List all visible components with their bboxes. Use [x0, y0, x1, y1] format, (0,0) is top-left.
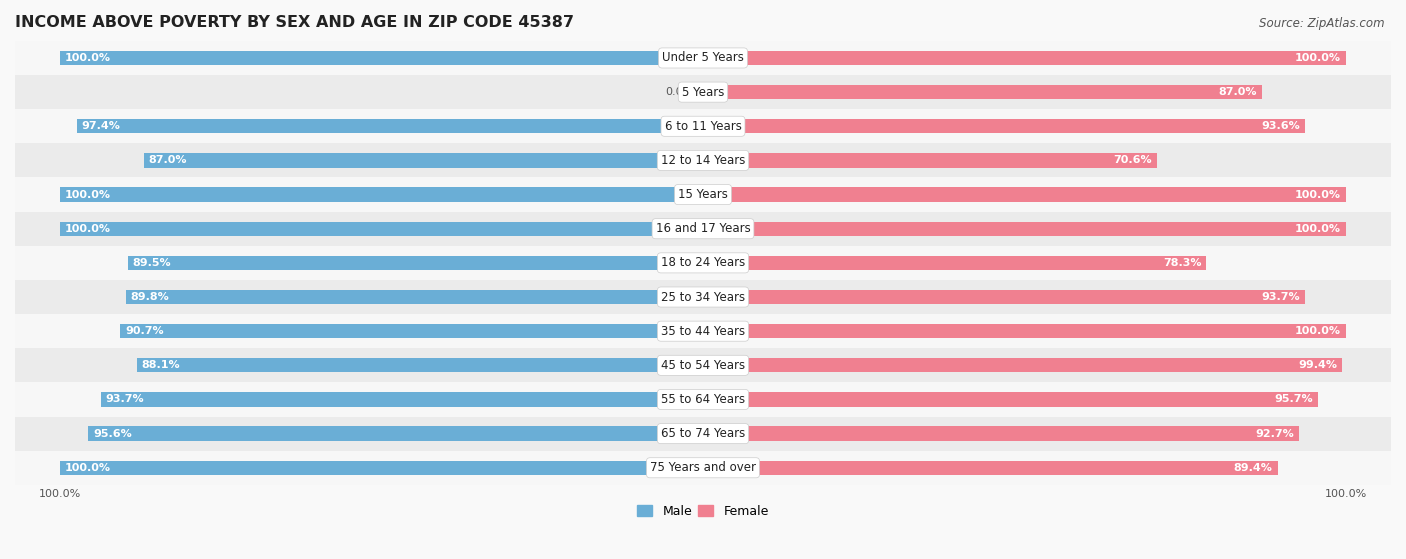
- Text: 75 Years and over: 75 Years and over: [650, 461, 756, 474]
- Text: 5 Years: 5 Years: [682, 86, 724, 98]
- Bar: [15, 314, 1391, 348]
- Text: 25 to 34 Years: 25 to 34 Years: [661, 291, 745, 304]
- Bar: [15, 246, 1391, 280]
- Text: 95.7%: 95.7%: [1275, 395, 1313, 405]
- Bar: [136, 358, 703, 372]
- Bar: [703, 290, 1306, 304]
- Bar: [77, 119, 703, 134]
- Text: 89.5%: 89.5%: [132, 258, 172, 268]
- Text: 100.0%: 100.0%: [1295, 224, 1341, 234]
- Bar: [703, 119, 1305, 134]
- Bar: [60, 187, 703, 202]
- Text: 100.0%: 100.0%: [65, 53, 111, 63]
- Bar: [15, 143, 1391, 178]
- Text: 12 to 14 Years: 12 to 14 Years: [661, 154, 745, 167]
- Text: 93.7%: 93.7%: [105, 395, 145, 405]
- Text: 100.0%: 100.0%: [1295, 190, 1341, 200]
- Text: 55 to 64 Years: 55 to 64 Years: [661, 393, 745, 406]
- Bar: [703, 51, 1346, 65]
- Bar: [15, 75, 1391, 109]
- Bar: [703, 427, 1299, 441]
- Text: 65 to 74 Years: 65 to 74 Years: [661, 427, 745, 440]
- Legend: Male, Female: Male, Female: [633, 500, 773, 523]
- Bar: [703, 85, 1263, 100]
- Text: Under 5 Years: Under 5 Years: [662, 51, 744, 64]
- Bar: [15, 348, 1391, 382]
- Text: 95.6%: 95.6%: [93, 429, 132, 439]
- Text: 100.0%: 100.0%: [1295, 326, 1341, 336]
- Bar: [703, 153, 1157, 168]
- Text: 16 and 17 Years: 16 and 17 Years: [655, 222, 751, 235]
- Bar: [15, 212, 1391, 246]
- Text: 92.7%: 92.7%: [1256, 429, 1294, 439]
- Bar: [703, 187, 1346, 202]
- Bar: [120, 324, 703, 338]
- Text: 6 to 11 Years: 6 to 11 Years: [665, 120, 741, 133]
- Bar: [15, 451, 1391, 485]
- Text: 100.0%: 100.0%: [65, 463, 111, 473]
- Text: 93.6%: 93.6%: [1261, 121, 1299, 131]
- Text: 97.4%: 97.4%: [82, 121, 121, 131]
- Bar: [703, 461, 1278, 475]
- Bar: [703, 358, 1343, 372]
- Bar: [703, 392, 1319, 406]
- Text: 78.3%: 78.3%: [1163, 258, 1201, 268]
- Bar: [15, 178, 1391, 212]
- Bar: [60, 51, 703, 65]
- Text: 100.0%: 100.0%: [65, 190, 111, 200]
- Text: 100.0%: 100.0%: [65, 224, 111, 234]
- Text: 88.1%: 88.1%: [142, 361, 180, 370]
- Bar: [15, 41, 1391, 75]
- Text: 18 to 24 Years: 18 to 24 Years: [661, 257, 745, 269]
- Text: 90.7%: 90.7%: [125, 326, 163, 336]
- Text: 45 to 54 Years: 45 to 54 Years: [661, 359, 745, 372]
- Bar: [15, 416, 1391, 451]
- Bar: [128, 255, 703, 270]
- Bar: [60, 461, 703, 475]
- Bar: [60, 221, 703, 236]
- Text: 89.8%: 89.8%: [131, 292, 170, 302]
- Bar: [703, 221, 1346, 236]
- Bar: [703, 255, 1206, 270]
- Text: 100.0%: 100.0%: [1295, 53, 1341, 63]
- Text: Source: ZipAtlas.com: Source: ZipAtlas.com: [1260, 17, 1385, 30]
- Text: 87.0%: 87.0%: [149, 155, 187, 165]
- Text: 93.7%: 93.7%: [1261, 292, 1301, 302]
- Bar: [15, 109, 1391, 143]
- Bar: [89, 427, 703, 441]
- Text: 70.6%: 70.6%: [1114, 155, 1152, 165]
- Text: 99.4%: 99.4%: [1298, 361, 1337, 370]
- Text: 15 Years: 15 Years: [678, 188, 728, 201]
- Text: 35 to 44 Years: 35 to 44 Years: [661, 325, 745, 338]
- Text: 89.4%: 89.4%: [1234, 463, 1272, 473]
- Bar: [100, 392, 703, 406]
- Bar: [143, 153, 703, 168]
- Bar: [125, 290, 703, 304]
- Bar: [15, 382, 1391, 416]
- Bar: [703, 324, 1346, 338]
- Text: INCOME ABOVE POVERTY BY SEX AND AGE IN ZIP CODE 45387: INCOME ABOVE POVERTY BY SEX AND AGE IN Z…: [15, 15, 574, 30]
- Bar: [15, 280, 1391, 314]
- Text: 87.0%: 87.0%: [1219, 87, 1257, 97]
- Text: 0.0%: 0.0%: [665, 87, 693, 97]
